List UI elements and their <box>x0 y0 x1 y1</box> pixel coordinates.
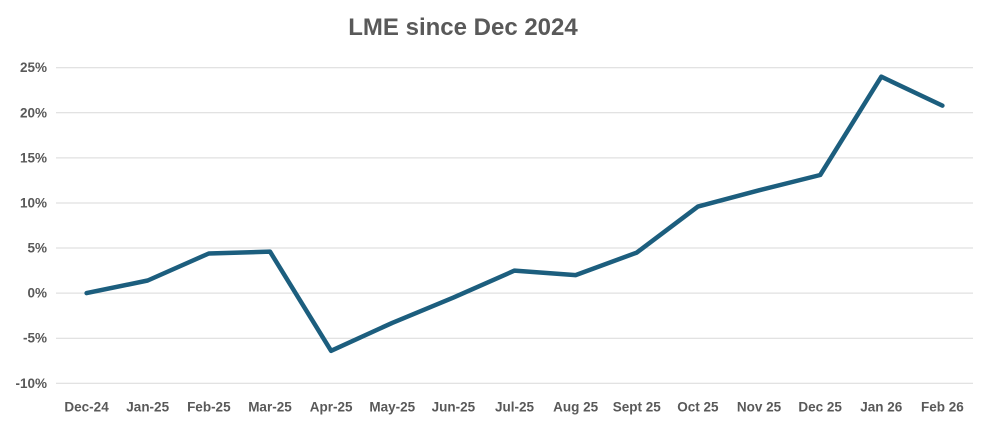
y-tick-label: 15% <box>20 150 47 165</box>
y-tick-label: 5% <box>27 241 47 256</box>
x-tick-label: Nov 25 <box>737 400 782 415</box>
x-tick-label: Sept 25 <box>613 400 662 415</box>
data-line <box>84 74 945 354</box>
x-tick-label: Feb-25 <box>187 400 231 415</box>
x-tick-label: Feb 26 <box>921 400 964 415</box>
y-tick-label: 20% <box>20 105 47 120</box>
y-tick-label: 25% <box>20 60 47 75</box>
y-tick-label: 0% <box>27 286 47 301</box>
chart-title: LME since Dec 2024 <box>348 14 578 41</box>
x-tick-label: Jul-25 <box>495 400 535 415</box>
x-tick-label: Dec-24 <box>64 400 109 415</box>
x-tick-label: Oct 25 <box>677 400 719 415</box>
x-tick-label: Dec 25 <box>798 400 842 415</box>
y-tick-label: -10% <box>15 376 47 391</box>
x-tick-label: Jan 26 <box>860 400 903 415</box>
x-tick-label: Mar-25 <box>248 400 292 415</box>
x-tick-label: May-25 <box>369 400 415 415</box>
x-tick-label: Jan-25 <box>126 400 169 415</box>
x-tick-label: Apr-25 <box>310 400 353 415</box>
x-tick-label: Jun-25 <box>432 400 476 415</box>
y-tick-label: -5% <box>23 331 47 346</box>
x-tick-label: Aug 25 <box>553 400 599 415</box>
y-tick-label: 10% <box>20 195 47 210</box>
